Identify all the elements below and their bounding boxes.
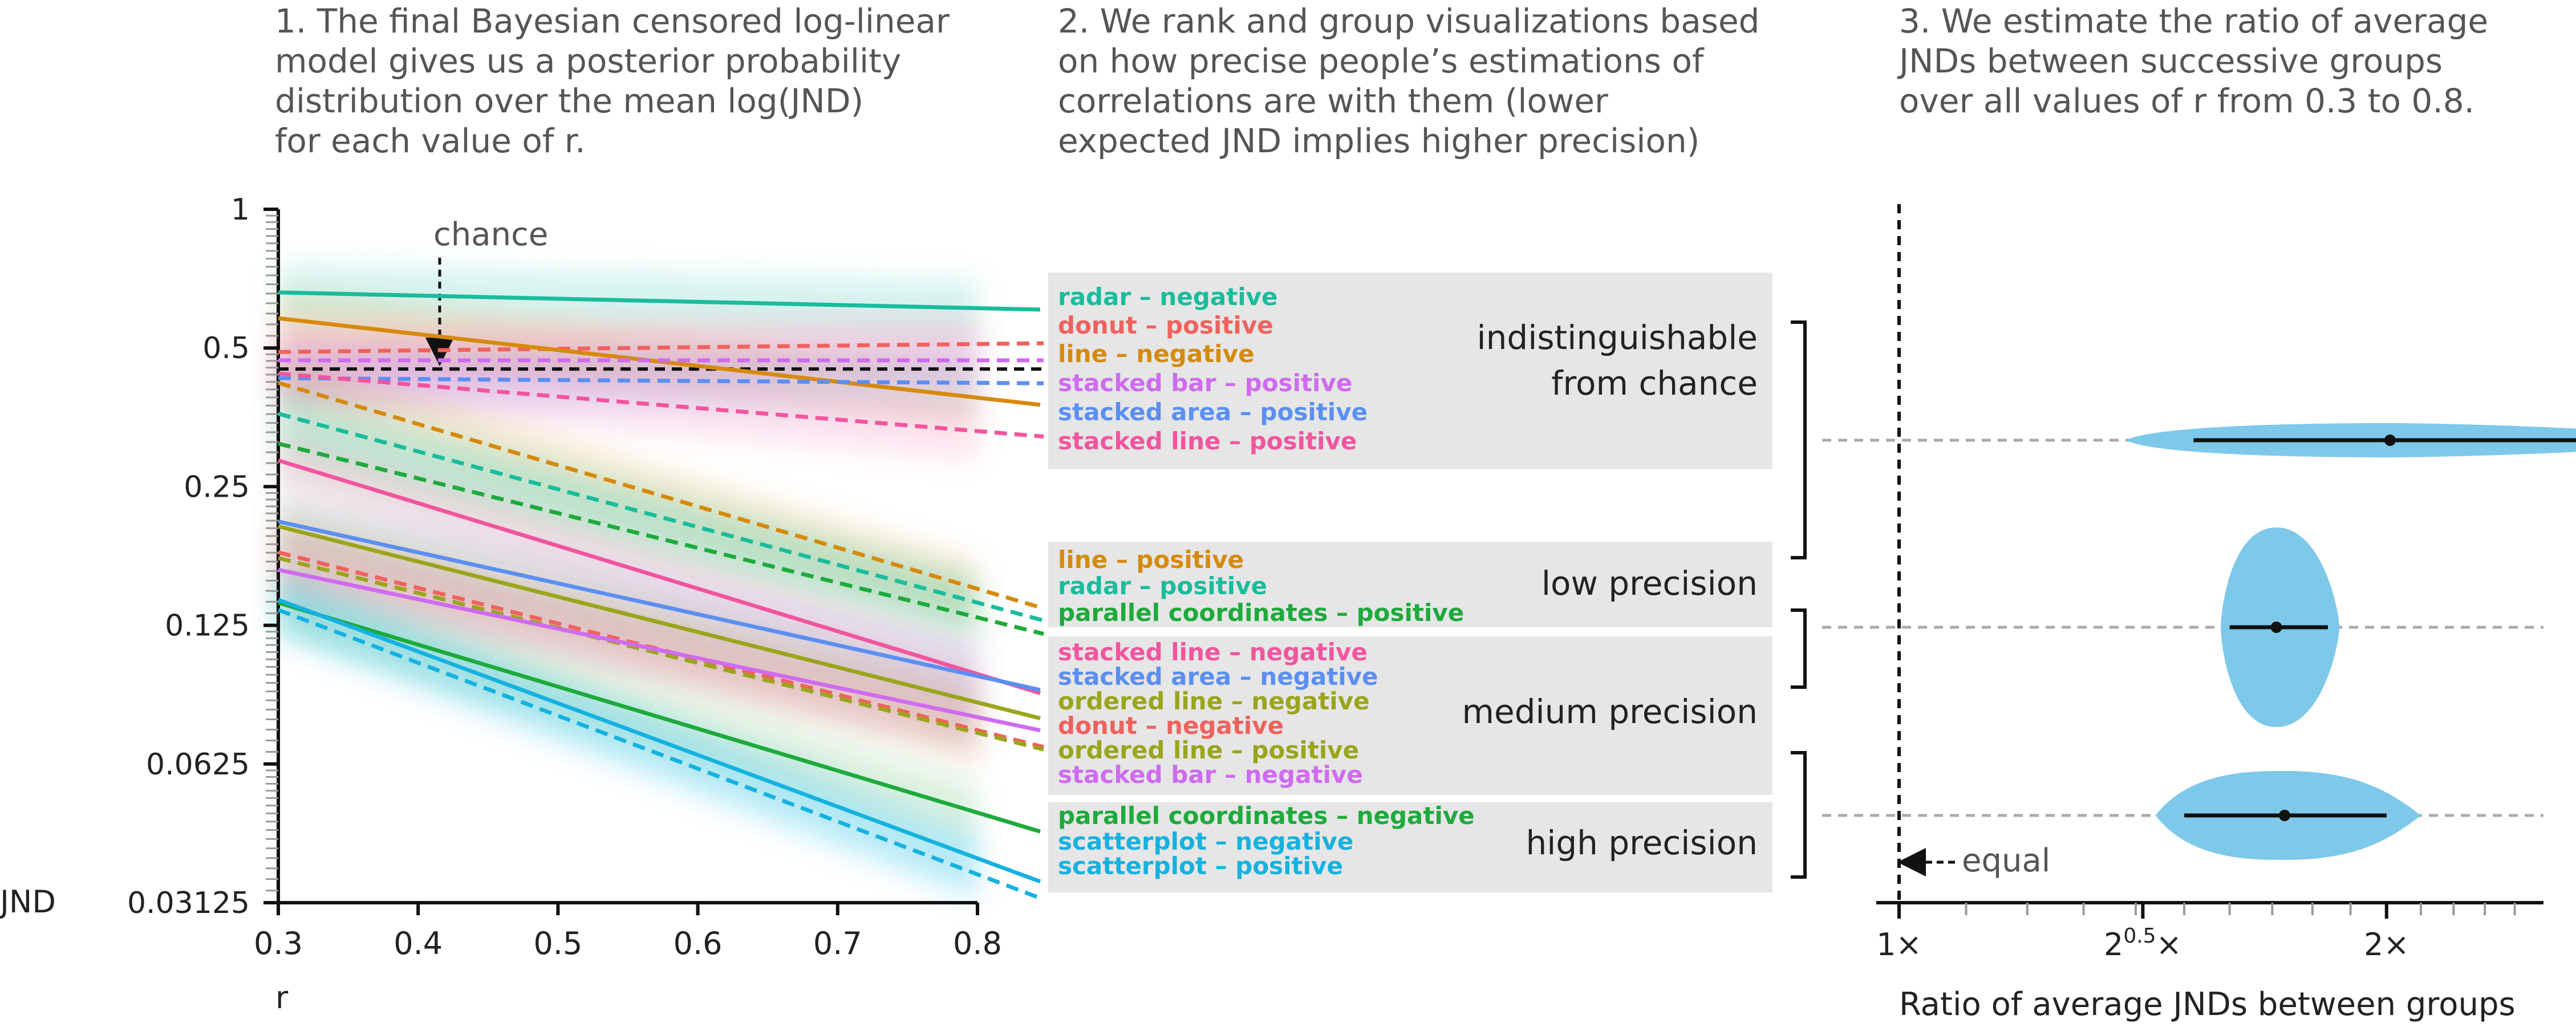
group-box xyxy=(1048,273,1772,469)
caption-step-3: 3. We estimate the ratio of average JNDs… xyxy=(1899,1,2576,121)
ratio-median-point xyxy=(2384,435,2396,446)
series-legend-label: stacked bar – negative xyxy=(1058,761,1363,789)
y-tick-label: 0.03125 xyxy=(127,886,250,920)
equal-label: equal xyxy=(1962,842,2050,879)
caption-line: distribution over the mean log(JND) xyxy=(275,82,864,120)
series-line xyxy=(278,376,1044,385)
ratio-tick-label: 1× xyxy=(1876,927,1922,963)
series-line xyxy=(278,341,1044,354)
series-line xyxy=(278,567,1041,733)
series-line xyxy=(277,598,1041,884)
group-panel: indistinguishable from chance low precisio… xyxy=(1048,273,1772,892)
x-axis-label: r xyxy=(275,980,289,1016)
group-label: high precision xyxy=(1526,823,1758,862)
group-box xyxy=(1048,636,1772,795)
series-line xyxy=(278,556,1044,752)
series-legend-label: stacked area – negative xyxy=(1058,663,1378,691)
series-legend-label: ordered line – positive xyxy=(1058,736,1359,764)
series-legend-label: ordered line – negative xyxy=(1058,687,1370,715)
group-label: low precision xyxy=(1541,564,1758,603)
ratio-chart: 1×20.5×2×21.5×Ratio of average JNDs betw… xyxy=(1791,204,2576,1023)
caption-line: 3. We estimate the ratio of average xyxy=(1899,2,2489,40)
series-legend-label: parallel coordinates – negative xyxy=(1058,802,1475,830)
group-label: indistinguishable xyxy=(1477,318,1758,357)
series-legend-label: radar – positive xyxy=(1058,572,1267,600)
x-tick-label: 0.7 xyxy=(813,925,862,961)
y-tick-label: 0.125 xyxy=(165,609,250,643)
ratio-median-point xyxy=(2278,810,2290,821)
series-legend-label: parallel coordinates – positive xyxy=(1058,599,1464,627)
series-legend-label: radar – negative xyxy=(1058,283,1278,311)
series-line xyxy=(278,371,1044,439)
x-tick-label: 0.3 xyxy=(254,925,303,961)
x-tick-label: 0.4 xyxy=(394,925,443,961)
y-tick-label: 0.5 xyxy=(202,331,250,366)
series-legend-label: stacked line – positive xyxy=(1058,427,1357,455)
x-tick-label: 0.8 xyxy=(953,925,1002,961)
ratio-tick-label: 2× xyxy=(2364,927,2409,963)
series-legend-label: scatterplot – positive xyxy=(1058,852,1343,880)
y-tick-label: 0.0625 xyxy=(146,748,250,782)
series-line xyxy=(278,441,1044,636)
group-box xyxy=(1048,802,1772,892)
series-line xyxy=(278,524,1041,721)
y-axis-label: JND xyxy=(0,884,56,920)
series-line xyxy=(278,519,1041,692)
series-line xyxy=(277,600,1041,834)
caption-step-2: 2. We rank and group visualizations base… xyxy=(1058,1,1828,161)
group-box xyxy=(1048,542,1772,627)
x-tick-label: 0.6 xyxy=(674,925,723,961)
series-legend-label: donut – negative xyxy=(1058,712,1284,740)
caption-line: JNDs between successive groups xyxy=(1899,42,2443,80)
caption-line: on how precise people’s estimations of xyxy=(1058,42,1704,80)
group-label: from chance xyxy=(1551,364,1758,403)
caption-line: 1. The final Bayesian censored log-linea… xyxy=(275,2,950,40)
chance-label: chance xyxy=(433,216,548,253)
series-legend-label: line – positive xyxy=(1058,546,1244,574)
ratio-median-point xyxy=(2270,622,2282,633)
caption-line: over all values of r from 0.3 to 0.8. xyxy=(1899,82,2475,120)
y-tick-label: 1 xyxy=(231,193,250,227)
series-line xyxy=(278,381,1044,611)
ratio-axis-label: Ratio of average JNDs between groups xyxy=(1899,986,2516,1023)
series-line xyxy=(278,412,1044,623)
series-legend-label: stacked line – negative xyxy=(1058,638,1368,666)
group-bracket xyxy=(1791,320,1807,559)
caption-line: correlations are with them (lower xyxy=(1058,82,1608,120)
y-tick-label: 0.25 xyxy=(184,470,250,504)
ratio-tick-label: 20.5× xyxy=(2104,924,2182,963)
caption-line: for each value of r. xyxy=(275,121,586,160)
series-line xyxy=(278,550,1044,749)
series-line xyxy=(278,290,1041,312)
group-bracket xyxy=(1791,608,1807,689)
caption-line: expected JND implies higher precision) xyxy=(1058,121,1700,160)
caption-line: 2. We rank and group visualizations base… xyxy=(1058,2,1760,40)
series-line xyxy=(277,608,1045,902)
group-label: medium precision xyxy=(1462,692,1758,731)
caption-line: model gives us a posterior probability xyxy=(275,42,902,80)
series-legend-label: donut – positive xyxy=(1058,311,1273,339)
series-legend-label: scatterplot – negative xyxy=(1058,827,1353,855)
series-legend-label: line – negative xyxy=(1058,340,1255,368)
series-legend-label: stacked bar – positive xyxy=(1058,369,1352,397)
group-bracket xyxy=(1791,751,1807,879)
caption-step-1: 1. The final Bayesian censored log-linea… xyxy=(275,1,1016,161)
series-legend-label: stacked area – positive xyxy=(1058,398,1368,426)
posterior-band xyxy=(278,581,977,903)
series-line xyxy=(277,458,1041,695)
x-tick-label: 0.5 xyxy=(533,925,582,961)
